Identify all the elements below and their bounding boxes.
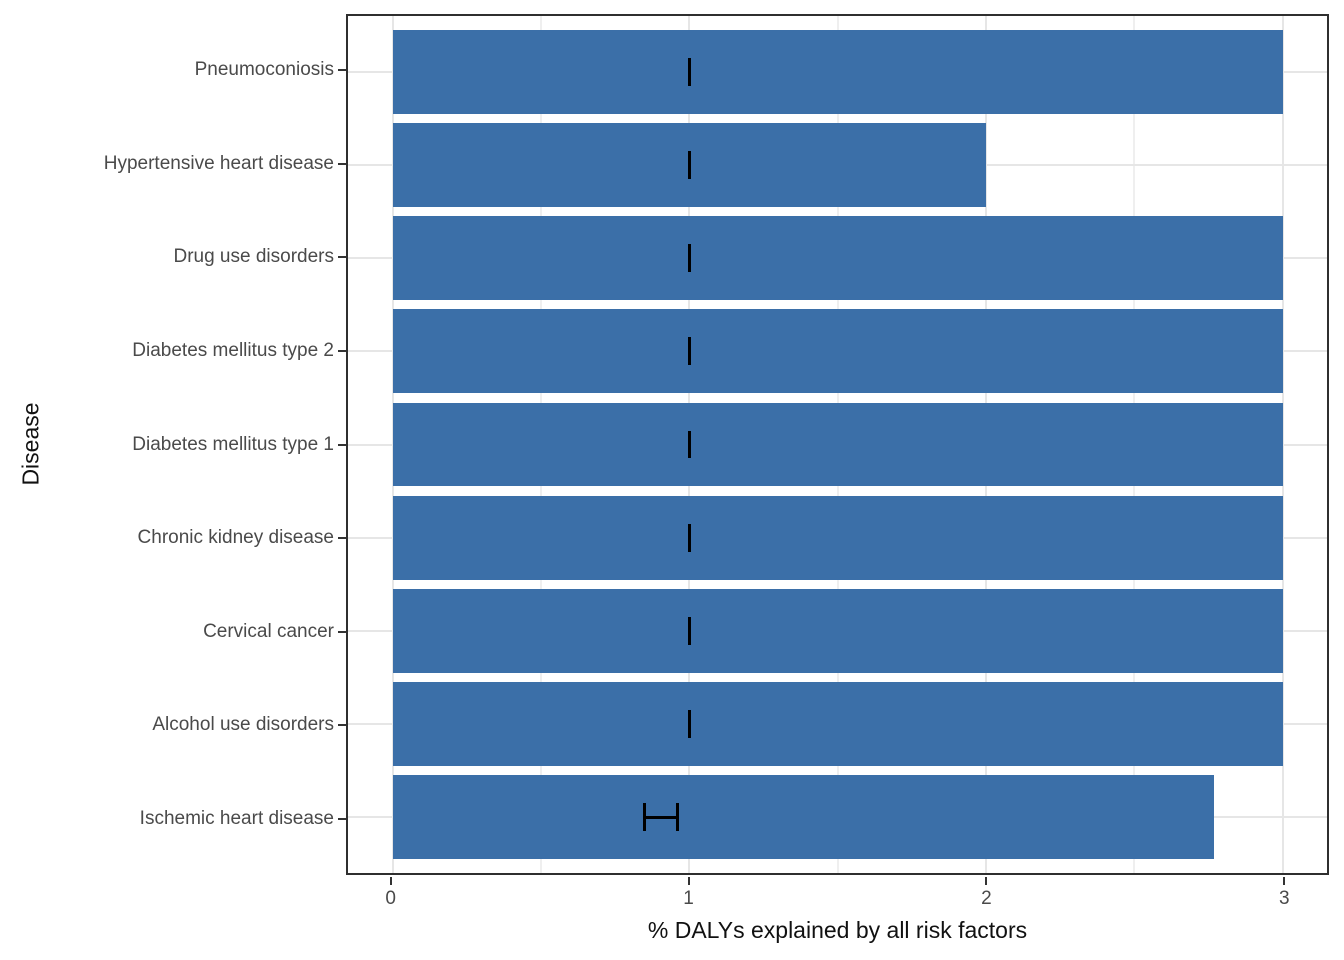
y-axis-tick [338, 162, 346, 165]
y-axis-tick [338, 69, 346, 72]
errorbar-cap [687, 616, 691, 645]
x-tick-label: 3 [1279, 888, 1290, 909]
y-tick-label: Pneumoconiosis [194, 59, 334, 81]
errorbar-cap [687, 430, 691, 459]
y-axis-tick [338, 630, 346, 633]
bar [392, 495, 1283, 580]
bar [392, 775, 1215, 860]
x-tick-label: 1 [683, 888, 694, 909]
x-tick-label: 0 [385, 888, 396, 909]
x-axis-ticks [346, 877, 1329, 885]
errorbar-cap [687, 244, 691, 273]
y-tick-label: Diabetes mellitus type 1 [132, 433, 334, 455]
y-tick-label: Drug use disorders [173, 246, 334, 268]
y-axis-tick [338, 256, 346, 259]
errorbar-cap [687, 57, 691, 86]
y-tick-label: Diabetes mellitus type 2 [132, 339, 334, 361]
y-axis-tick [338, 817, 346, 820]
y-axis-ticks [338, 14, 346, 875]
bar [392, 216, 1283, 301]
y-tick-label: Ischemic heart disease [139, 807, 334, 829]
errorbar-cap [687, 709, 691, 738]
bar [392, 402, 1283, 487]
errorbar-cap [675, 803, 679, 832]
x-axis-labels: 0 1 2 3 [346, 888, 1329, 912]
y-axis-tick [338, 443, 346, 446]
y-axis-labels: Pneumoconiosis Hypertensive heart disease… [0, 14, 334, 875]
errorbar-cap [643, 803, 647, 832]
x-axis-tick [687, 877, 690, 885]
x-axis-tick [985, 877, 988, 885]
errorbar-cap [687, 523, 691, 552]
bar [392, 588, 1283, 673]
y-axis-tick [338, 349, 346, 352]
y-axis-tick [338, 537, 346, 540]
x-tick-label: 2 [981, 888, 992, 909]
x-axis-title: % DALYs explained by all risk factors [647, 917, 1028, 943]
errorbar-cap [687, 151, 691, 179]
y-tick-label: Hypertensive heart disease [103, 152, 334, 174]
bar [392, 309, 1283, 394]
x-axis-tick [1283, 877, 1286, 885]
y-tick-label: Alcohol use disorders [152, 714, 334, 736]
errorbar-line [644, 815, 678, 819]
bar [392, 29, 1283, 114]
x-axis-tick [389, 877, 392, 885]
y-tick-label: Chronic kidney disease [137, 527, 334, 549]
plot-panel [346, 14, 1329, 875]
y-axis-tick [338, 724, 346, 727]
y-tick-label: Cervical cancer [203, 620, 334, 642]
errorbar-cap [687, 337, 691, 366]
bar [392, 682, 1283, 766]
